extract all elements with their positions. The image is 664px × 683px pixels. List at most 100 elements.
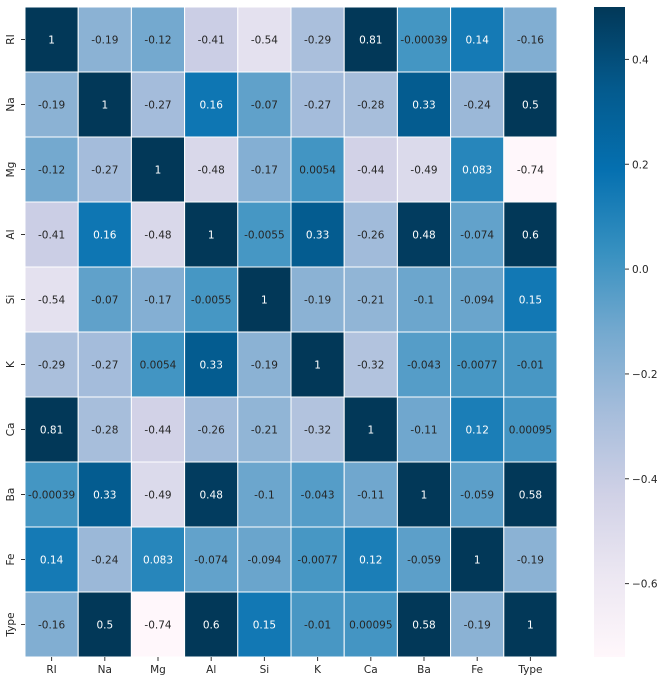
colorbar-ticks: 0.4 0.2 0.0 −0.2 −0.4 −0.6	[625, 54, 658, 591]
x-tick-label: K	[314, 664, 322, 676]
cell-value-label: -0.0055	[244, 230, 285, 242]
cell-value-label: -0.00039	[28, 490, 75, 502]
cell-value-label: 0.81	[40, 425, 63, 437]
heatmap-cell	[290, 201, 345, 268]
cell-value-label: -0.074	[194, 555, 228, 567]
heatmap-cell	[396, 526, 452, 593]
heatmap-cell	[130, 461, 186, 528]
cell-value-label: -0.21	[251, 425, 278, 437]
heatmap-cell	[450, 266, 505, 333]
heatmap-cell	[130, 136, 186, 203]
cell-value-label: 0.12	[466, 425, 489, 437]
cell-value-label: 1	[527, 620, 534, 632]
cell-value-label: 1	[314, 360, 321, 372]
cell-value-label: -0.26	[198, 425, 225, 437]
heatmap-cell	[396, 136, 452, 203]
y-tick-label: Type	[5, 612, 17, 637]
cell-value-label: -0.11	[410, 425, 437, 437]
cell-value-label: 0.14	[40, 555, 64, 567]
heatmap-cell	[343, 266, 398, 333]
x-tick-label: Al	[206, 664, 216, 676]
colorbar-tick-label: 0.2	[632, 159, 649, 171]
cell-value-label: 0.81	[359, 35, 382, 47]
cell-value-label: 1	[155, 165, 162, 177]
heatmap-cell	[237, 461, 292, 528]
heatmap-cell	[184, 591, 239, 658]
cell-value-label: -0.07	[91, 295, 118, 307]
heatmap-cell	[290, 591, 345, 658]
heatmap-cell	[184, 461, 239, 528]
cell-value-label: -0.1	[254, 490, 275, 502]
cell-value-label: 0.083	[462, 165, 492, 177]
cell-value-label: -0.1	[414, 295, 435, 307]
cell-value-label: -0.11	[357, 490, 384, 502]
heatmap-cell	[503, 71, 558, 138]
cell-value-label: 0.58	[412, 620, 435, 632]
cell-value-label: -0.19	[91, 35, 118, 47]
heatmap-cell	[24, 136, 79, 203]
cell-value-label: -0.19	[251, 360, 278, 372]
cell-value-label: -0.043	[301, 490, 335, 502]
cell-value-label: -0.094	[247, 555, 281, 567]
heatmap-cell	[503, 591, 558, 658]
cell-value-label: 0.0054	[140, 360, 177, 372]
cell-value-label: -0.49	[410, 165, 437, 177]
heatmap-cell	[450, 71, 505, 138]
heatmap-cell	[503, 6, 558, 73]
cell-value-label: 0.16	[200, 100, 224, 112]
cell-value-label: -0.059	[407, 555, 441, 567]
cell-value-label: 1	[48, 35, 55, 47]
x-tick-label: Na	[98, 664, 112, 676]
cell-value-label: 0.33	[200, 360, 223, 372]
cell-value-label: 0.16	[93, 230, 117, 242]
cell-value-label: -0.17	[251, 165, 278, 177]
cell-value-label: -0.19	[464, 620, 491, 632]
heatmap-cell	[290, 71, 345, 138]
cell-value-label: -0.29	[304, 35, 331, 47]
cell-value-label: 0.15	[519, 295, 542, 307]
heatmap-cell	[24, 201, 79, 268]
cell-value-label: 1	[101, 100, 108, 112]
cell-value-label: -0.54	[38, 295, 65, 307]
heatmap-cell	[237, 266, 292, 333]
cell-value-label: -0.0055	[191, 295, 232, 307]
cell-value-label: -0.27	[91, 360, 118, 372]
heatmap-cell	[396, 266, 452, 333]
y-tick-label: Al	[5, 229, 17, 239]
cell-value-label: -0.21	[357, 295, 384, 307]
colorbar: 0.4 0.2 0.0 −0.2 −0.4 −0.6	[594, 7, 658, 657]
cell-value-label: -0.48	[198, 165, 225, 177]
cell-value-label: -0.19	[517, 555, 544, 567]
cell-value-label: -0.01	[304, 620, 331, 632]
cell-value-label: -0.0077	[297, 555, 338, 567]
cell-value-label: 0.33	[93, 490, 116, 502]
cell-value-label: -0.07	[251, 100, 278, 112]
cell-value-label: -0.27	[91, 165, 118, 177]
y-tick-label: RI	[5, 34, 17, 44]
heatmap-cell	[450, 331, 505, 398]
cell-value-label: -0.32	[357, 360, 384, 372]
heatmap-cell	[450, 136, 505, 203]
heatmap-cell	[396, 6, 452, 73]
heatmap-cell	[343, 136, 398, 203]
heatmap-cell	[396, 461, 452, 528]
heatmap-cell	[24, 6, 79, 73]
heatmap-cell	[130, 331, 186, 398]
heatmap-cell	[184, 396, 239, 463]
cell-value-label: -0.094	[460, 295, 494, 307]
heatmap-cell	[237, 526, 292, 593]
cell-value-label: -0.19	[38, 100, 65, 112]
cell-value-label: 1	[261, 295, 268, 307]
cell-value-label: -0.74	[517, 165, 544, 177]
cell-value-label: -0.24	[91, 555, 118, 567]
heatmap-cell	[343, 71, 398, 138]
cell-value-label: -0.49	[144, 490, 171, 502]
heatmap-cells: 1 -0.19 -0.12 -0.41 -0.54 -0.29 0.81 -0.00039 0.…	[24, 6, 558, 658]
heatmap-cell	[503, 201, 558, 268]
cell-value-label: -0.01	[517, 360, 544, 372]
cell-value-label: -0.41	[38, 230, 65, 242]
cell-value-label: 1	[474, 555, 481, 567]
cell-value-label: -0.44	[144, 425, 171, 437]
heatmap-cell	[24, 331, 79, 398]
heatmap-cell	[396, 591, 452, 658]
